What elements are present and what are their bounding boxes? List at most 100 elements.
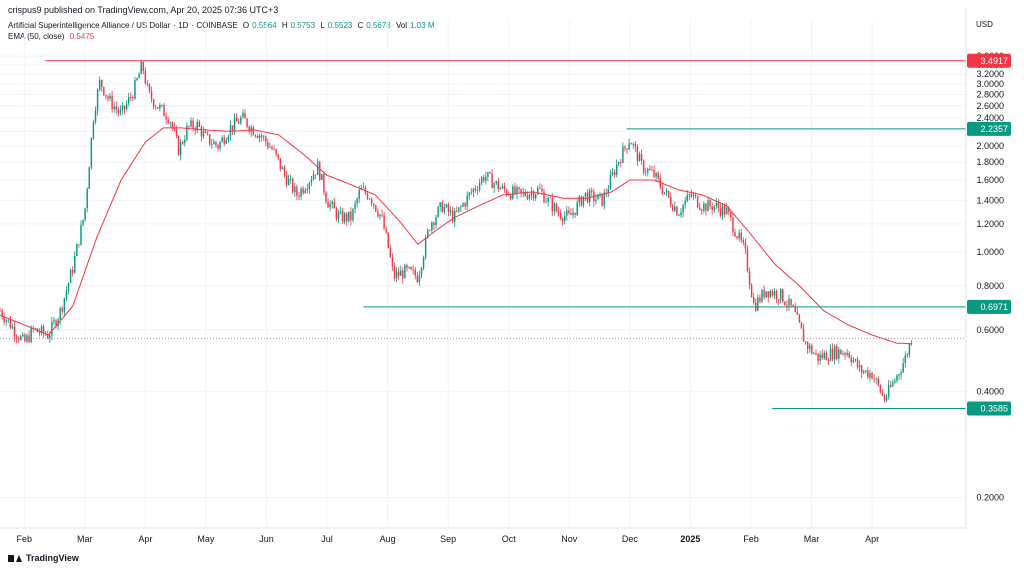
candle-body: [825, 352, 828, 361]
ema-label[interactable]: EMA (50, close): [8, 32, 65, 41]
candle-body: [447, 204, 450, 212]
open-value: 0.5564: [252, 21, 277, 30]
candle-body: [327, 201, 329, 208]
candle-body: [852, 360, 855, 363]
candle-body: [53, 320, 55, 322]
candle-body: [740, 232, 742, 241]
candle-body: [227, 136, 230, 141]
candle-body: [709, 200, 711, 207]
candle-body: [128, 96, 130, 104]
horizontal-levels: [45, 60, 966, 409]
candle-body: [769, 291, 772, 298]
candle-body: [748, 271, 751, 285]
candle-body: [96, 89, 99, 111]
y-tick-label: 1.4000: [976, 195, 1004, 205]
candle-body: [312, 174, 315, 180]
level-tag-label: 2.2357: [980, 124, 1008, 134]
candle-body: [414, 269, 416, 276]
candle-body: [626, 148, 628, 150]
high-value: 0.5753: [290, 21, 316, 30]
candle-body: [441, 202, 443, 213]
candle-body: [387, 232, 389, 249]
x-tick-label: May: [197, 534, 215, 544]
level-tag: [967, 53, 1011, 68]
candle-body: [354, 203, 356, 209]
candle-body: [723, 205, 726, 215]
candle-body: [458, 207, 460, 212]
candle-body: [173, 127, 176, 130]
candle-body: [568, 210, 570, 214]
y-tick-label: 0.2000: [976, 493, 1004, 503]
candle-body: [262, 136, 265, 138]
candle-body: [343, 213, 346, 223]
candle-body: [742, 240, 745, 243]
candle-body: [744, 242, 747, 249]
candle-body: [472, 188, 475, 193]
time-axis[interactable]: Feb Mar Apr May Jun Jul Aug Sep Oct Nov Dec 2025 Feb…: [0, 527, 966, 544]
candle-body: [728, 207, 730, 212]
candle-body: [352, 208, 354, 221]
candle-body: [171, 122, 174, 128]
candle-body: [429, 230, 431, 231]
candle-body: [163, 104, 165, 117]
candle-body: [439, 202, 441, 207]
candle-body: [310, 179, 313, 183]
candle-body: [665, 190, 668, 193]
candle-body: [784, 301, 786, 305]
candle-body: [613, 171, 616, 175]
candle-body: [265, 136, 267, 142]
candle-body: [638, 154, 641, 162]
candle-body: [275, 149, 277, 155]
candle-body: [211, 144, 213, 145]
candle-body: [385, 228, 387, 233]
candle-body: [98, 79, 101, 90]
candle-body: [395, 271, 398, 279]
candle-body: [47, 334, 49, 339]
x-tick-label: Mar: [804, 534, 820, 544]
x-tick-label: Dec: [622, 534, 639, 544]
candle-body: [117, 109, 120, 113]
candle-body: [321, 174, 323, 180]
candle-body: [543, 191, 545, 203]
candle-body: [431, 222, 433, 231]
pair-name[interactable]: Artificial Superintelligence Alliance / …: [8, 21, 171, 30]
currency-label[interactable]: USD: [976, 20, 993, 29]
candle-body: [449, 210, 452, 212]
candle-body: [348, 211, 350, 222]
y-tick-label: 1.8000: [976, 157, 1004, 167]
candle-body: [908, 343, 911, 355]
candle-body: [483, 177, 485, 181]
candle-body: [663, 192, 666, 194]
candle-body: [863, 371, 865, 373]
tradingview-brand[interactable]: TradingView: [8, 553, 79, 563]
candle-body: [551, 198, 554, 212]
candle-body: [582, 196, 585, 206]
candle-body: [782, 289, 784, 302]
candle-body: [796, 311, 799, 315]
candles: [0, 59, 913, 403]
candle-body: [252, 127, 255, 136]
interval[interactable]: 1D: [178, 21, 189, 30]
candle-body: [136, 78, 138, 81]
candle-body: [221, 137, 223, 142]
candle-body: [26, 335, 28, 342]
candle-body: [806, 342, 809, 349]
candle-body: [235, 117, 238, 122]
candle-body: [559, 213, 562, 219]
candle-body: [503, 186, 506, 190]
candle-body: [65, 290, 68, 299]
candle-body: [786, 304, 788, 306]
price-axis[interactable]: 0.2000 0.4000 0.6000 0.8000 1.0000 1.2000 1.40…: [965, 8, 1004, 530]
candle-body: [59, 308, 61, 320]
x-tick-label: Oct: [502, 534, 517, 544]
candle-body: [711, 206, 713, 211]
candle-body: [420, 267, 423, 276]
symbol-line: Artificial Superintelligence Alliance / …: [8, 21, 435, 30]
candle-body: [61, 308, 64, 312]
candle-body: [885, 396, 888, 401]
candle-body: [109, 95, 111, 99]
candle-body: [564, 215, 566, 222]
candle-body: [346, 213, 348, 222]
candle-body: [622, 146, 624, 163]
